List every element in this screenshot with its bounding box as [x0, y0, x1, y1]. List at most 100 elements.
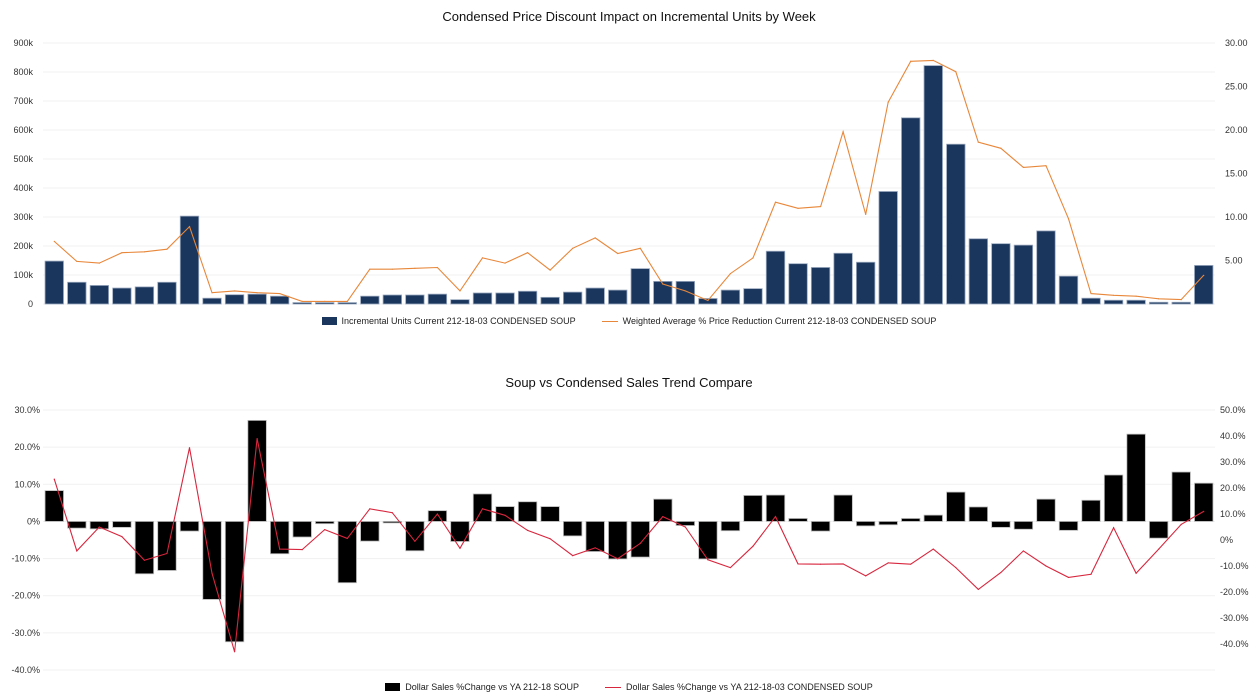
- y-left-tick-label: -40.0%: [11, 665, 40, 675]
- y-right-tick-label: 0%: [1220, 535, 1233, 545]
- line-point-w18: [436, 266, 439, 269]
- line-point-w46: [1067, 218, 1070, 220]
- bar-w20: [472, 292, 493, 305]
- bar-w13: [315, 521, 335, 525]
- line-point-w52: [1203, 510, 1205, 512]
- legend-bar-swatch: [385, 683, 401, 691]
- line-point-w33: [774, 201, 777, 203]
- legend-item-soup-sales[interactable]: Dollar Sales %Change vs YA 212-18 SOUP: [385, 682, 579, 692]
- line-point-w11: [279, 292, 281, 295]
- y-left-tick-label: -20.0%: [11, 591, 40, 601]
- bar-w35: [810, 267, 831, 305]
- line-point-w42: [977, 588, 979, 591]
- bar-w52: [1194, 482, 1214, 522]
- line-point-w22: [526, 252, 529, 254]
- legend-item-condensed-sales[interactable]: Dollar Sales %Change vs YA 212-18-03 CON…: [604, 682, 873, 692]
- bar-w14: [337, 302, 357, 305]
- y-left-tick-label: 20.0%: [14, 442, 40, 452]
- line-point-w25: [594, 547, 596, 549]
- bar-w19: [450, 299, 470, 305]
- y-right-tick-label: 10.00: [1225, 212, 1248, 222]
- line-point-w40: [932, 548, 934, 550]
- bar-w27: [630, 521, 650, 558]
- line-point-w1: [53, 240, 55, 242]
- bar-w9: [224, 521, 245, 643]
- bar-w39: [901, 117, 921, 305]
- line-point-w44: [1022, 166, 1025, 169]
- line-point-w11: [279, 548, 281, 550]
- line-point-w2: [76, 550, 78, 552]
- line-point-w8: [211, 292, 213, 294]
- line-point-w3: [98, 262, 100, 264]
- bar-w21: [495, 506, 515, 522]
- bar-w48: [1103, 474, 1124, 522]
- bar-w8: [202, 297, 222, 305]
- y-left-tick-label: 0%: [27, 516, 40, 526]
- line-point-w36: [842, 131, 844, 133]
- bar-w32: [743, 288, 763, 305]
- bar-w8: [202, 521, 222, 600]
- line-point-w28: [662, 283, 664, 285]
- y-left-tick-label: 0: [28, 299, 33, 309]
- bar-w17: [405, 521, 425, 552]
- line-point-w12: [301, 300, 303, 302]
- y-right-tick-label: 10.0%: [1220, 509, 1246, 519]
- line-point-w27: [639, 247, 641, 249]
- line-point-w30: [707, 299, 709, 302]
- bar-w41: [946, 491, 966, 522]
- line-point-w30: [707, 559, 709, 561]
- bar-w33: [765, 250, 786, 305]
- y-left-tick-label: 300k: [13, 212, 33, 222]
- legend-bar-swatch: [321, 317, 337, 325]
- line-point-w31: [729, 566, 732, 569]
- line-point-w15: [369, 508, 371, 510]
- y-left-tick-label: 500k: [13, 154, 33, 164]
- legend-item-incremental-units[interactable]: Incremental Units Current 212-18-03 COND…: [321, 316, 576, 326]
- bar-w40: [923, 514, 943, 522]
- y-right-tick-label: -10.0%: [1220, 561, 1249, 571]
- line-point-w44: [1022, 550, 1025, 552]
- legend-label: Dollar Sales %Change vs YA 212-18 SOUP: [405, 682, 579, 692]
- bar-w25: [585, 287, 605, 305]
- bar-w16: [382, 521, 402, 524]
- y-right-tick-label: 40.0%: [1220, 431, 1246, 441]
- bar-w37: [856, 261, 876, 305]
- line-point-w49: [1135, 295, 1137, 297]
- bar-w46: [1058, 275, 1079, 305]
- bar-w3: [89, 285, 109, 305]
- bar-w6: [157, 281, 177, 305]
- bar-w17: [405, 294, 425, 305]
- line-point-w51: [1180, 523, 1182, 526]
- bar-w52: [1194, 265, 1214, 305]
- bar-w43: [991, 521, 1011, 528]
- line-point-w12: [301, 549, 303, 551]
- bar-w10: [247, 293, 267, 305]
- y-left-tick-label: 600k: [13, 125, 33, 135]
- y-left-tick-label: 800k: [13, 67, 33, 77]
- bar-w45: [1036, 230, 1056, 305]
- bar-w33: [765, 494, 786, 522]
- y-right-tick-label: -30.0%: [1220, 613, 1249, 623]
- line-point-w21: [504, 262, 506, 264]
- line-point-w46: [1067, 576, 1070, 579]
- line-point-w38: [887, 562, 889, 564]
- line-point-w37: [865, 213, 867, 215]
- line-point-w48: [1112, 527, 1115, 529]
- bar-w39: [901, 518, 921, 522]
- bar-w28: [653, 280, 673, 305]
- bar-w34: [788, 263, 808, 305]
- line-point-w37: [865, 575, 867, 577]
- legend-label: Incremental Units Current 212-18-03 COND…: [341, 316, 576, 326]
- legend-item-price-reduction[interactable]: Weighted Average % Price Reduction Curre…: [601, 316, 936, 326]
- line-point-w4: [121, 536, 123, 538]
- line-point-w48: [1112, 294, 1115, 296]
- y-right-tick-label: 30.0%: [1220, 457, 1246, 467]
- bar-w26: [608, 521, 628, 560]
- y-left-tick-label: 100k: [13, 270, 33, 280]
- bar-w15: [360, 521, 380, 542]
- bar-w30: [698, 521, 718, 560]
- bar-w7: [179, 521, 200, 532]
- line-point-w17: [414, 267, 416, 269]
- bar-w28: [653, 498, 673, 522]
- y-left-tick-label: 200k: [13, 241, 33, 251]
